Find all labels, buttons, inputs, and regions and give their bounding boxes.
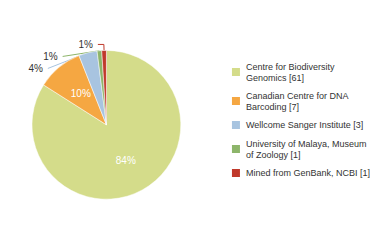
svg-text:Canadian Centre for DNA: Canadian Centre for DNA	[246, 91, 349, 101]
svg-text:Barcoding [7]: Barcoding [7]	[246, 102, 299, 112]
svg-text:84%: 84%	[116, 155, 136, 166]
svg-text:Mined from GenBank, NCBI [1]: Mined from GenBank, NCBI [1]	[246, 168, 370, 178]
svg-text:1%: 1%	[78, 39, 93, 50]
svg-text:Genomics [61]: Genomics [61]	[246, 73, 304, 83]
svg-text:Centre for Biodiversity: Centre for Biodiversity	[246, 62, 335, 72]
svg-text:4%: 4%	[28, 63, 43, 74]
svg-text:Wellcome Sanger Institute [3]: Wellcome Sanger Institute [3]	[246, 120, 363, 130]
svg-text:University of Malaya, Museum: University of Malaya, Museum	[246, 139, 367, 149]
svg-text:of Zoology [1]: of Zoology [1]	[246, 150, 301, 160]
svg-text:1%: 1%	[43, 51, 58, 62]
svg-text:10%: 10%	[71, 88, 91, 99]
